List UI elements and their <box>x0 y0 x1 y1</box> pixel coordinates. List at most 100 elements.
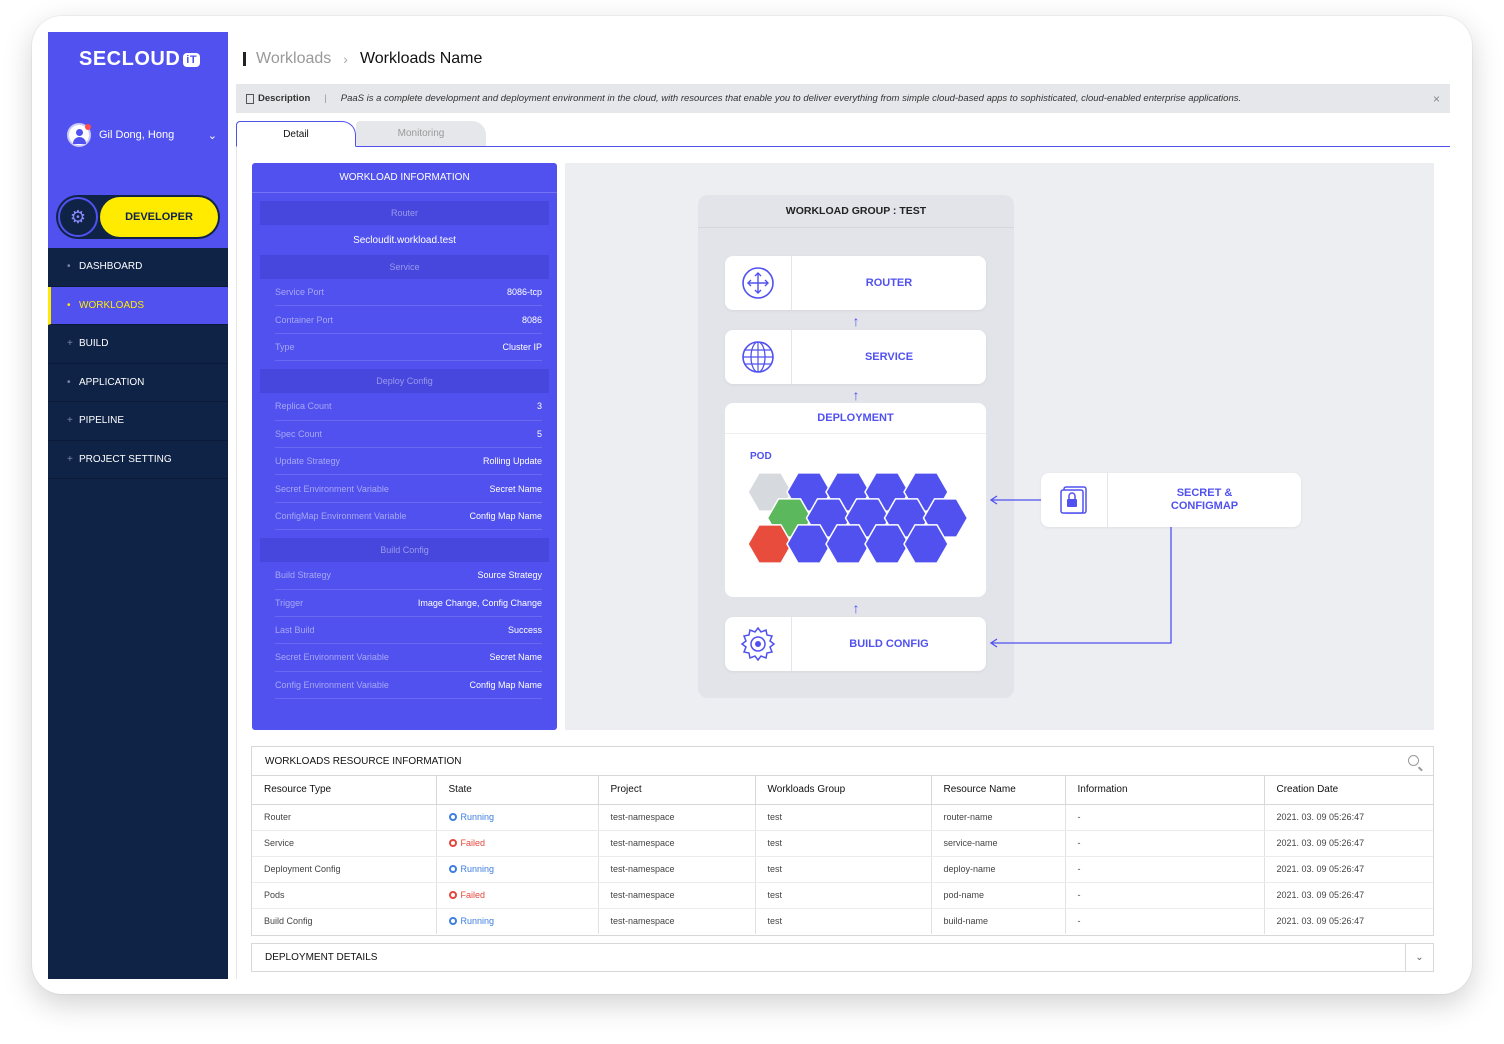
router-icon <box>725 256 792 310</box>
table-cell: - <box>1065 882 1265 909</box>
column-header[interactable]: Resource Name <box>931 776 1066 805</box>
table-cell: test-namespace <box>598 804 756 831</box>
info-row: Last Build Success <box>275 617 542 645</box>
info-value: Secret Name <box>489 483 542 494</box>
sidebar-item-label: WORKLOADS <box>79 299 145 311</box>
breadcrumb-parent[interactable]: Workloads <box>256 50 332 67</box>
sidebar-item-pipeline[interactable]: + PIPELINE <box>48 402 228 441</box>
pod-hex[interactable] <box>903 524 949 564</box>
info-row: Replica Count 3 <box>275 393 542 421</box>
table-row[interactable]: Service Failed test-namespace test service-n… <box>252 830 1433 857</box>
info-value: Image Change, Config Change <box>417 597 542 608</box>
service-card[interactable]: SERVICE <box>725 330 986 384</box>
logo[interactable]: SECLOUD iT <box>79 48 201 71</box>
role-switch[interactable]: ⚙ DEVELOPER <box>56 195 220 239</box>
user-name: Gil Dong, Hong <box>99 129 175 141</box>
sidebar-nav: • DASHBOARD • WORKLOADS + BUILD • APPLICATION + P… <box>48 248 228 479</box>
description-text: PaaS is a complete development and deplo… <box>340 93 1242 104</box>
table-row[interactable]: Pods Failed test-namespace test pod-name -202… <box>252 882 1433 909</box>
table-cell: Build Config <box>252 908 437 934</box>
service-label: SERVICE <box>864 351 914 363</box>
sidebar-item-label: PIPELINE <box>79 415 125 427</box>
table-row[interactable]: Build Config Running test-namespace test bui… <box>252 908 1433 934</box>
section-deploy-config: Deploy Config <box>260 369 549 394</box>
column-header[interactable]: Information <box>1065 776 1265 805</box>
status-dot-icon <box>448 916 457 925</box>
column-header[interactable]: Creation Date <box>1264 776 1433 805</box>
table-cell: test <box>755 908 932 934</box>
lock-icon <box>1041 473 1108 527</box>
table-cell: 2021. 03. 09 05:26:47 <box>1264 882 1433 909</box>
secret-configmap-label: SECRET & CONFIGMAP <box>1170 487 1239 512</box>
status-text: Failed <box>460 889 486 900</box>
router-label: ROUTER <box>865 277 913 289</box>
table-cell: build-name <box>931 908 1066 934</box>
sidebar-item-dashboard[interactable]: • DASHBOARD <box>48 248 228 287</box>
info-value: Config Map Name <box>469 510 542 521</box>
deployment-card[interactable]: DEPLOYMENT POD <box>725 403 986 597</box>
tab-monitoring[interactable]: Monitoring <box>356 121 486 146</box>
sidebar-item-project-setting[interactable]: + PROJECT SETTING <box>48 441 228 479</box>
info-key: Trigger <box>275 597 304 608</box>
document-icon <box>246 93 254 104</box>
user-menu[interactable]: Gil Dong, Hong ⌄ <box>67 123 217 147</box>
pod-hex[interactable] <box>786 524 832 564</box>
status-badge: Failed <box>448 889 486 900</box>
info-value: Rolling Update <box>482 456 542 467</box>
column-header[interactable]: Project <box>598 776 756 805</box>
chevron-right-icon: › <box>343 51 348 67</box>
pod-hex-grid <box>747 472 969 564</box>
info-key: Build Strategy <box>275 570 332 581</box>
table-cell: 2021. 03. 09 05:26:47 <box>1276 916 1365 927</box>
column-header[interactable]: Workloads Group <box>755 776 932 805</box>
sidebar-item-build[interactable]: + BUILD <box>48 325 228 364</box>
pod-hex[interactable] <box>747 524 793 564</box>
info-value: Cluster IP <box>502 341 542 352</box>
gear-icon[interactable]: ⚙ <box>58 197 98 237</box>
sidebar-item-application[interactable]: • APPLICATION <box>48 364 228 402</box>
pod-hex[interactable] <box>864 524 910 564</box>
build-config-card[interactable]: BUILD CONFIG <box>725 617 986 671</box>
table-cell: test <box>755 882 932 909</box>
table-cell: - <box>1065 908 1265 934</box>
developer-button[interactable]: DEVELOPER <box>100 197 218 237</box>
table-cell: test-namespace <box>598 908 756 934</box>
deployment-details-accordion[interactable]: DEPLOYMENT DETAILS ⌄ <box>251 943 1434 972</box>
tab-detail[interactable]: Detail <box>236 121 356 147</box>
status-dot-icon <box>448 864 457 873</box>
deployment-label: DEPLOYMENT <box>725 403 986 434</box>
resource-table-header: WORKLOADS RESOURCE INFORMATION <box>252 747 1433 776</box>
sidebar-item-workloads[interactable]: • WORKLOADS <box>48 286 228 325</box>
status-badge: Failed <box>448 838 485 848</box>
divider: | <box>324 93 327 104</box>
sidebar-item-label: BUILD <box>79 338 109 350</box>
info-row: Secret Environment Variable Secret Name <box>275 475 542 503</box>
chevron-down-icon[interactable]: ⌄ <box>207 129 217 142</box>
chevron-down-icon[interactable]: ⌄ <box>1405 944 1433 971</box>
search-icon[interactable] <box>1408 755 1419 766</box>
info-key: Last Build <box>275 625 315 636</box>
notification-dot <box>85 124 91 130</box>
close-icon[interactable]: × <box>1432 91 1440 106</box>
info-row: Secret Environment Variable Secret Name <box>275 644 542 672</box>
sidebar-item-label: APPLICATION <box>79 376 145 388</box>
table-cell: 2021. 03. 09 05:26:47 <box>1264 804 1433 831</box>
logo-text: SECLOUD <box>79 48 181 70</box>
info-value: Success <box>507 625 542 636</box>
table-cell: 2021. 03. 09 05:26:47 <box>1264 856 1433 883</box>
table-cell: test-namespace <box>598 882 756 909</box>
pod-hex[interactable] <box>825 524 871 564</box>
column-header[interactable]: State <box>436 776 599 805</box>
app-screen: SECLOUD iT Gil Dong, Hong ⌄ ⚙ DEVELOPER … <box>48 32 1456 979</box>
router-card[interactable]: ROUTER <box>725 256 986 310</box>
secret-configmap-card[interactable]: SECRET & CONFIGMAP <box>1041 473 1301 527</box>
sidebar: SECLOUD iT Gil Dong, Hong ⌄ ⚙ DEVELOPER … <box>48 32 228 979</box>
info-key: Secret Environment Variable <box>275 483 389 494</box>
info-row: Container Port 8086 <box>275 306 542 334</box>
table-cell: test <box>755 830 932 857</box>
table-row[interactable]: Router Running test-namespace test router-na… <box>252 804 1433 831</box>
table-row[interactable]: Deployment Config Running test-namespace te… <box>252 856 1433 883</box>
column-header[interactable]: Resource Type <box>252 776 437 805</box>
table-cell: Deployment Config <box>252 856 437 883</box>
info-row: Service Port 8086-tcp <box>275 279 542 307</box>
